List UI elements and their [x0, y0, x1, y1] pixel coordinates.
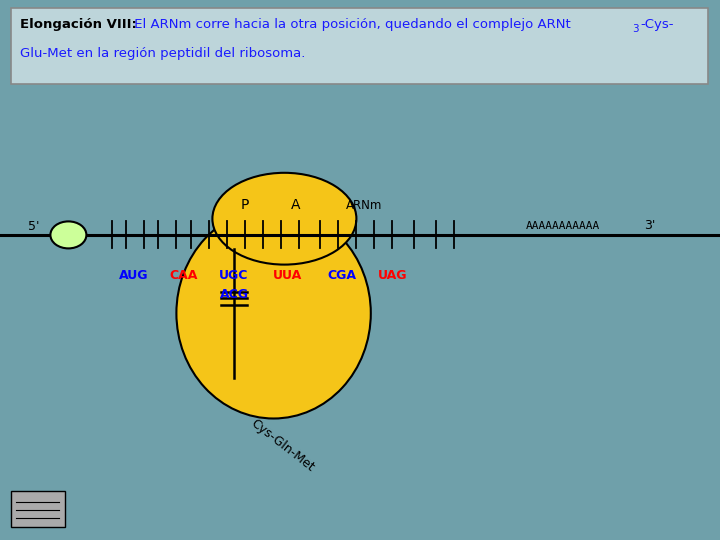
Text: UGC: UGC [220, 269, 248, 282]
Ellipse shape [212, 173, 356, 265]
Text: ARNm: ARNm [346, 199, 382, 212]
Text: P: P [240, 198, 249, 212]
Text: 3': 3' [644, 219, 656, 232]
Text: UUA: UUA [274, 269, 302, 282]
Ellipse shape [176, 208, 371, 418]
Text: AAAAAAAAAAA: AAAAAAAAAAA [526, 221, 600, 231]
FancyBboxPatch shape [11, 491, 65, 526]
Text: Elongación VIII:: Elongación VIII: [20, 18, 137, 31]
Text: CGA: CGA [328, 269, 356, 282]
Text: A: A [290, 198, 300, 212]
Text: UAG: UAG [378, 269, 407, 282]
FancyBboxPatch shape [11, 8, 708, 84]
Text: CAA: CAA [169, 269, 198, 282]
Text: 3: 3 [632, 24, 639, 34]
Text: 5': 5' [28, 220, 40, 233]
Text: El ARNm corre hacia la otra posición, quedando el complejo ARNt: El ARNm corre hacia la otra posición, qu… [130, 18, 570, 31]
Text: Glu-Met en la región peptidil del ribosoma.: Glu-Met en la región peptidil del riboso… [20, 47, 305, 60]
Text: ACG: ACG [220, 288, 248, 301]
Text: -Cys-: -Cys- [641, 18, 675, 31]
Text: Cys-Gln-Met: Cys-Gln-Met [248, 417, 317, 474]
Circle shape [50, 221, 86, 248]
Text: AUG: AUG [119, 269, 148, 282]
